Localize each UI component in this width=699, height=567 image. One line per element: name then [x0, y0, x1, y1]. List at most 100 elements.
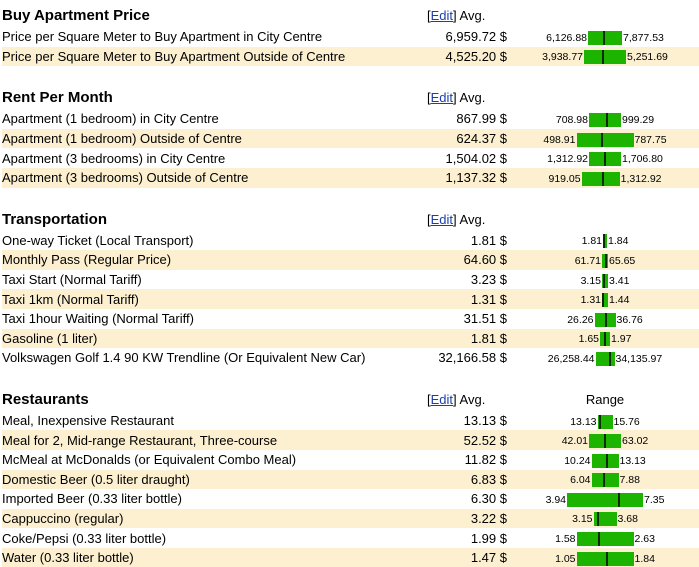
item-name: Monthly Pass (Regular Price) — [2, 250, 412, 270]
range-high: 3.41 — [609, 274, 630, 287]
spacer-cell — [2, 66, 699, 82]
item-avg-price: 31.51 $ — [463, 311, 507, 327]
range-bar-group: 61.71 65.65 — [575, 253, 635, 268]
range-low: 6.04 — [570, 474, 591, 487]
item-name: Apartment (1 bedroom) in City Centre — [2, 111, 219, 127]
range-bar-group: 13.13 15.76 — [570, 414, 640, 429]
item-name: Imported Beer (0.33 liter bottle) — [2, 491, 182, 507]
item-range: 13.13 15.76 — [507, 411, 699, 431]
range-high: 34,135.97 — [615, 352, 663, 365]
edit-link[interactable]: Edit — [430, 211, 454, 227]
range-bar-group: 26,258.44 34,135.97 — [548, 351, 663, 366]
range-bar-group: 919.05 1,312.92 — [549, 171, 662, 186]
item-range: 3.15 3.68 — [507, 508, 699, 529]
item-name: Coke/Pepsi (0.33 liter bottle) — [2, 530, 167, 546]
table-row: Apartment (3 bedrooms) Outside of Centre… — [2, 167, 699, 188]
range-header — [507, 204, 699, 231]
table-row: Price per Square Meter to Buy Apartment … — [2, 27, 699, 47]
item-range: 1.05 1.84 — [507, 547, 699, 567]
range-low: 10.24 — [564, 454, 591, 467]
item-name: Cappuccino (regular) — [2, 508, 412, 529]
range-low: 3.94 — [545, 493, 566, 506]
section-title: Transportation — [2, 210, 108, 228]
item-range: 3.15 3.41 — [507, 270, 699, 290]
range-bar — [595, 351, 615, 366]
range-high: 999.29 — [622, 113, 655, 126]
avg-label: Avg. — [459, 391, 486, 407]
range-high: 36.76 — [616, 313, 643, 326]
range-average-marker — [605, 453, 608, 468]
item-avg-price: 3.23 $ — [470, 272, 507, 288]
table-row: Meal, Inexpensive Restaurant 13.13 $ 13.13… — [2, 411, 699, 431]
range-high: 7.88 — [619, 474, 640, 487]
section-title: Buy Apartment Price — [2, 7, 150, 24]
item-range: 3.94 7.35 — [507, 489, 699, 509]
range-bar-group: 26.26 36.76 — [567, 312, 643, 327]
table-row: One-way Ticket (Local Transport) 1.81 $ 1.… — [2, 231, 699, 251]
item-range: 10.24 13.13 — [507, 450, 699, 470]
range-bar — [591, 453, 619, 468]
edit-link[interactable]: Edit — [430, 90, 454, 106]
range-low: 3.15 — [572, 513, 593, 526]
range-low: 6,126.88 — [546, 31, 587, 44]
range-bar-group: 3.94 7.35 — [545, 492, 665, 507]
spacer-cell — [2, 368, 699, 384]
table-row: McMeal at McDonalds (or Equivalent Combo… — [2, 450, 699, 470]
item-range: 26.26 36.76 — [507, 309, 699, 329]
range-high: 1.44 — [609, 294, 630, 307]
range-header: Range — [507, 384, 699, 411]
range-low: 3,938.77 — [542, 51, 583, 64]
item-avg-price: 6.30 $ — [470, 491, 507, 507]
item-avg-price: 1.99 $ — [470, 530, 507, 546]
range-low: 1.65 — [578, 333, 599, 346]
table-row: Apartment (3 bedrooms) in City Centre 1,5… — [2, 148, 699, 168]
range-label: Range — [585, 391, 625, 407]
range-bar — [584, 50, 626, 65]
range-average-marker — [604, 152, 606, 167]
range-high: 7.35 — [644, 493, 665, 506]
range-low: 708.98 — [555, 113, 588, 126]
item-range: 1.65 1.97 — [507, 328, 699, 349]
range-bar — [602, 273, 608, 288]
item-name: McMeal at McDonalds (or Equivalent Combo… — [2, 452, 297, 468]
item-range: 1.81 1.84 — [507, 231, 699, 251]
edit-link[interactable]: Edit — [430, 8, 454, 23]
item-avg-price: 64.60 $ — [412, 250, 507, 270]
range-high: 7,877.53 — [623, 31, 664, 44]
item-name: One-way Ticket (Local Transport) — [2, 232, 194, 248]
range-bar — [597, 414, 613, 429]
range-high: 15.76 — [613, 415, 640, 428]
range-average-marker — [606, 112, 608, 127]
range-average-marker — [608, 351, 611, 366]
range-low: 3.15 — [580, 274, 601, 287]
range-bar-group: 1.81 1.84 — [582, 234, 628, 249]
table-row: Taxi 1hour Waiting (Normal Tariff) 31.51 … — [2, 309, 699, 329]
avg-label: Avg. — [459, 8, 486, 23]
item-avg-price: 867.99 $ — [456, 111, 507, 127]
table-row: Price per Square Meter to Buy Apartment … — [2, 46, 699, 67]
range-bar-group: 708.98 999.29 — [555, 112, 655, 127]
range-bar — [602, 293, 608, 308]
range-high: 3.68 — [617, 513, 638, 526]
item-name: Taxi 1hour Waiting (Normal Tariff) — [2, 311, 194, 327]
edit-link[interactable]: Edit — [430, 391, 454, 407]
section-title: Restaurants — [2, 390, 89, 408]
range-average-marker — [618, 492, 620, 507]
range-bar — [576, 532, 634, 547]
item-avg-price: 13.13 $ — [463, 413, 507, 429]
item-range: 919.05 1,312.92 — [507, 167, 699, 188]
item-range: 1.31 1.44 — [507, 289, 699, 309]
avg-header: [Edit] Avg. — [427, 8, 486, 23]
item-name: Price per Square Meter to Buy Apartment … — [2, 46, 412, 67]
range-bar-group: 1.65 1.97 — [578, 332, 631, 347]
range-average-marker — [597, 532, 600, 547]
range-average-marker — [602, 293, 604, 308]
table-row: Water (0.33 liter bottle) 1.47 $ 1.05 1.84 — [2, 547, 699, 567]
spacer-cell — [2, 188, 699, 204]
item-name: Apartment (3 bedrooms) Outside of Centre — [2, 167, 412, 188]
item-name: Apartment (3 bedrooms) in City Centre — [2, 150, 226, 166]
item-name: Meal, Inexpensive Restaurant — [2, 413, 174, 429]
range-bar — [589, 152, 621, 167]
section-spacer — [2, 66, 699, 82]
